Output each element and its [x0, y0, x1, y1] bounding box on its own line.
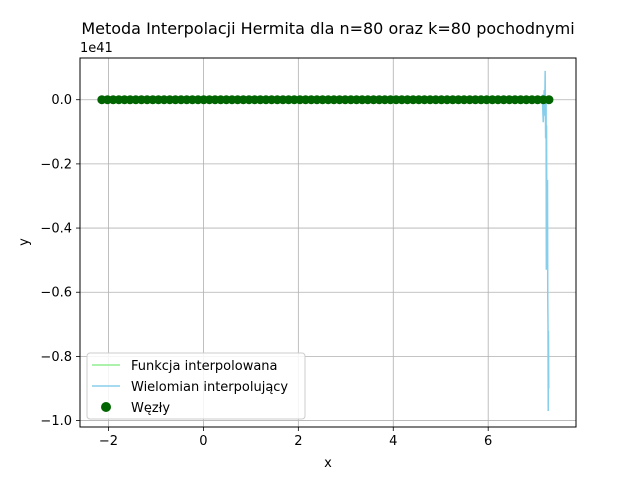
x-tick-label: 2 — [294, 434, 302, 449]
y-tick-label: −1.0 — [40, 414, 72, 429]
y-axis-label: y — [17, 238, 32, 246]
x-tick-label: 0 — [199, 434, 207, 449]
node-point — [544, 95, 554, 105]
y-tick-label: −0.4 — [40, 222, 72, 237]
legend-label-function: Funkcja interpolowana — [131, 359, 278, 374]
plot-frame — [79, 57, 577, 428]
x-axis-label: x — [324, 456, 332, 471]
y-offset-label: 1e41 — [80, 41, 113, 56]
legend-label-polynomial: Wielomian interpolujący — [131, 380, 288, 395]
ticks: −2 0 2 4 6 −1.0 −0.8 −0.6 −0.4 −0.2 0.0 — [40, 93, 492, 449]
legend-box — [86, 352, 306, 420]
x-tick-label: 6 — [484, 434, 492, 449]
legend-label-nodes: Węzły — [131, 401, 170, 416]
legend: Funkcja interpolowana Wielomian interpol… — [86, 352, 306, 420]
y-tick-label: −0.8 — [40, 350, 72, 365]
plot-series — [97, 70, 554, 411]
series-line-polynomial — [101, 70, 550, 411]
legend-swatch-nodes — [101, 402, 111, 412]
x-tick-label: −2 — [99, 434, 118, 449]
chart-title: Metoda Interpolacji Hermita dla n=80 ora… — [81, 19, 574, 38]
y-tick-label: 0.0 — [51, 93, 72, 108]
y-tick-label: −0.6 — [40, 286, 72, 301]
x-tick-label: 4 — [389, 434, 397, 449]
y-tick-label: −0.2 — [40, 157, 72, 172]
